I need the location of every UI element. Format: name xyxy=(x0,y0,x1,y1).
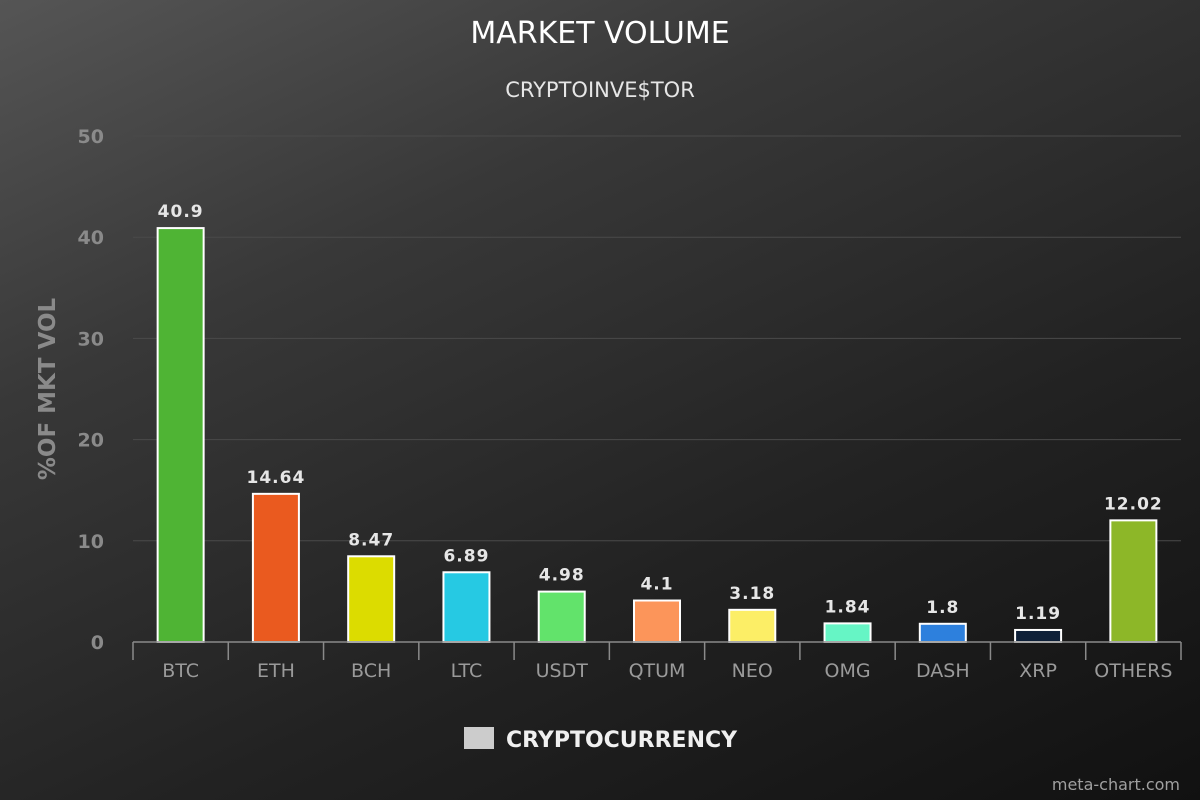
data-label-bch: 8.47 xyxy=(348,530,394,550)
data-label-others: 12.02 xyxy=(1104,494,1163,514)
bar-omg[interactable] xyxy=(823,622,872,644)
x-tick-label-neo: NEO xyxy=(732,660,773,682)
data-label-eth: 14.64 xyxy=(247,468,306,488)
y-tick-label: 50 xyxy=(78,126,104,148)
x-tick-label-omg: OMG xyxy=(825,660,871,682)
bar-dash[interactable] xyxy=(918,622,967,643)
data-labels: 40.9 14.64 8.47 6.89 4.98 4.1 3.18 1.84 1.8 1.19 1… xyxy=(158,202,1163,624)
x-tick-label-btc: BTC xyxy=(162,660,199,682)
x-tick-label-usdt: USDT xyxy=(536,660,589,682)
y-axis-ticks: 0 10 20 30 40 50 xyxy=(78,126,104,654)
data-label-xrp: 1.19 xyxy=(1015,604,1061,624)
y-tick-label: 0 xyxy=(91,632,104,654)
credit-link[interactable]: meta-chart.com xyxy=(1052,775,1180,794)
x-axis-ticks: BTC ETH BCH LTC USDT QTUM NEO OMG DASH XRP OTHERS xyxy=(162,660,1172,682)
bar-qtum[interactable] xyxy=(633,599,681,643)
y-tick-label: 40 xyxy=(78,227,104,249)
legend-label: CRYPTOCURRENCY xyxy=(506,728,738,753)
y-axis-label: %OF MKT VOL xyxy=(35,297,61,480)
bar-eth[interactable] xyxy=(251,492,300,643)
bar-others[interactable] xyxy=(1109,519,1158,644)
y-tick-label: 30 xyxy=(78,328,104,350)
bar-bch[interactable] xyxy=(347,555,396,644)
bar-neo[interactable] xyxy=(728,608,777,644)
data-label-usdt: 4.98 xyxy=(539,566,585,586)
bar-usdt[interactable] xyxy=(537,590,586,644)
data-label-ltc: 6.89 xyxy=(443,546,489,566)
x-tick-label-qtum: QTUM xyxy=(629,660,686,682)
legend[interactable]: CRYPTOCURRENCY xyxy=(464,727,738,753)
x-tick-label-ltc: LTC xyxy=(451,660,483,682)
data-label-btc: 40.9 xyxy=(158,202,204,222)
y-tick-label: 10 xyxy=(78,531,104,553)
bars xyxy=(156,227,1158,644)
chart-subtitle: CRYPTOINVE$TOR xyxy=(505,78,695,102)
legend-swatch xyxy=(464,727,494,749)
data-label-dash: 1.8 xyxy=(926,598,959,618)
bar-xrp[interactable] xyxy=(1014,628,1063,644)
x-tick-label-dash: DASH xyxy=(916,660,970,682)
x-tick-label-xrp: XRP xyxy=(1019,660,1057,682)
gridlines xyxy=(133,135,1181,542)
data-label-omg: 1.84 xyxy=(825,597,871,617)
x-tick-label-bch: BCH xyxy=(351,660,391,682)
bar-ltc[interactable] xyxy=(442,571,491,643)
y-tick-label: 20 xyxy=(78,430,104,452)
x-tick-label-others: OTHERS xyxy=(1094,660,1172,682)
data-label-qtum: 4.1 xyxy=(640,575,673,595)
data-label-neo: 3.18 xyxy=(729,584,775,604)
x-axis xyxy=(132,641,1182,660)
bar-btc[interactable] xyxy=(156,227,205,643)
chart-title: MARKET VOLUME xyxy=(470,16,729,51)
x-tick-label-eth: ETH xyxy=(257,660,295,682)
